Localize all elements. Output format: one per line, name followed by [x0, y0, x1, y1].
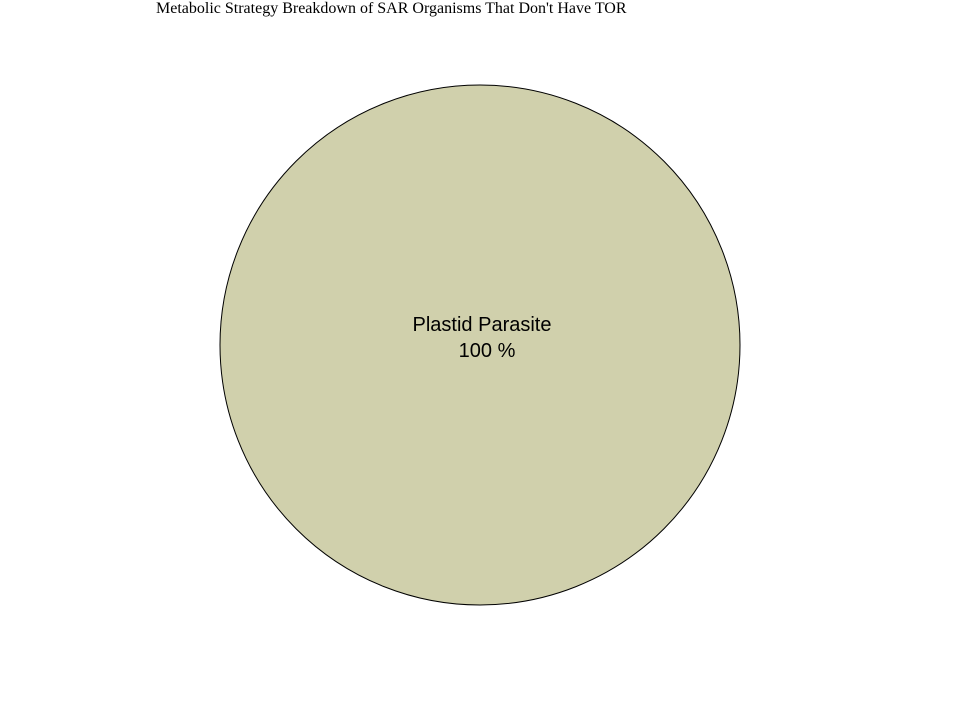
pie-slices — [219, 84, 741, 606]
pie-labels: Plastid Parasite 100 % — [413, 314, 552, 362]
pie-slice-label-0: Plastid Parasite — [413, 314, 552, 336]
pie-slice-percent-0: 100 % — [459, 340, 516, 362]
chart-title: Metabolic Strategy Breakdown of SAR Orga… — [156, 0, 627, 17]
pie-slice-0 — [219, 84, 741, 606]
